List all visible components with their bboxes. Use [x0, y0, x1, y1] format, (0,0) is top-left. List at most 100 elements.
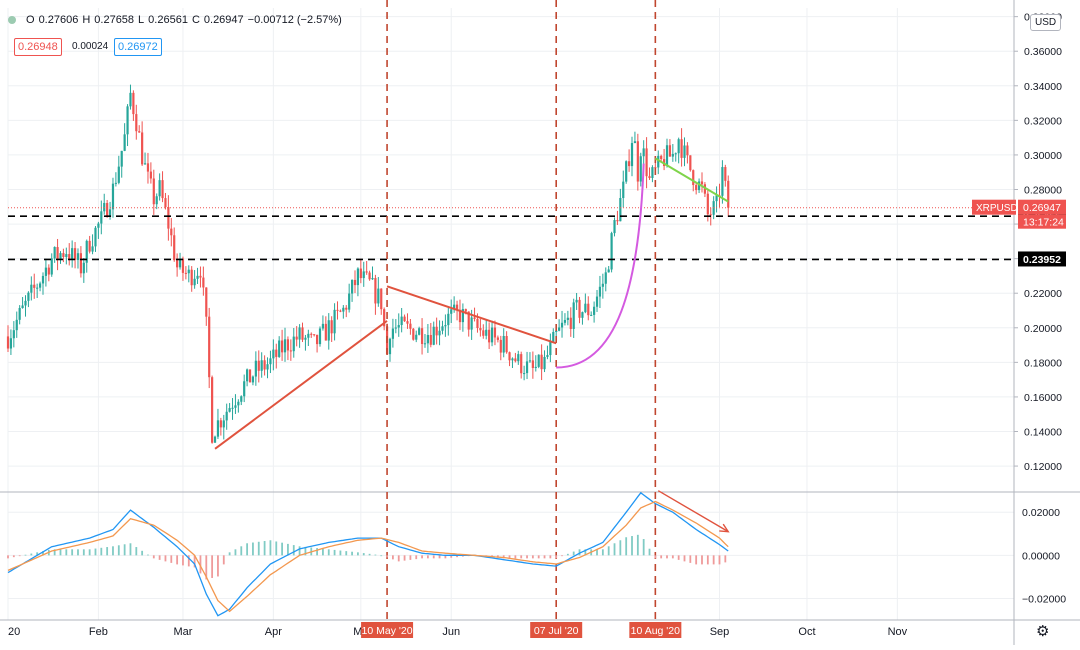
price-tick-label: 0.30000: [1024, 150, 1062, 162]
candle-body: [441, 326, 444, 331]
time-tick-label: 20: [8, 626, 20, 638]
macd-histogram-bar: [129, 543, 132, 556]
candle-body: [280, 340, 284, 353]
macd-histogram-bar: [706, 555, 709, 565]
macd-histogram-bar: [642, 539, 645, 556]
candle-body: [216, 420, 220, 437]
candle-body: [315, 334, 319, 345]
candle-body: [181, 258, 185, 273]
candle-body: [120, 150, 123, 167]
candle-body: [455, 304, 459, 310]
candle-body: [569, 317, 572, 329]
macd-histogram-bar: [531, 555, 534, 559]
macd-histogram-bar: [566, 553, 569, 556]
candle-body: [193, 278, 196, 286]
macd-histogram-bar: [631, 536, 633, 556]
candle-body: [82, 262, 85, 274]
last-price-label: 0.26947: [1023, 202, 1061, 214]
candle-body: [660, 155, 663, 160]
candle-body: [622, 181, 625, 199]
macd-histogram-bar: [88, 549, 91, 556]
candle-body: [243, 381, 246, 397]
macd-histogram-bar: [362, 553, 365, 556]
candle-body: [114, 182, 117, 184]
candle-body: [117, 166, 120, 183]
candle-body: [435, 326, 438, 336]
candle-body: [377, 288, 380, 304]
macd-histogram-bar: [619, 540, 622, 556]
symbol-tag: XRPUSD: [976, 203, 1018, 214]
candle-body: [595, 296, 599, 307]
candle-body: [106, 202, 109, 217]
candle-body: [461, 309, 464, 323]
candle-body: [639, 156, 642, 182]
macd-histogram-bar: [333, 549, 336, 556]
candle-body: [368, 272, 371, 280]
candle-body: [12, 330, 15, 339]
candle-body: [208, 316, 211, 378]
macd-histogram-bar: [654, 555, 657, 559]
candle-body: [668, 145, 672, 157]
divergence-arrow: [657, 490, 729, 533]
candle-body: [304, 337, 307, 340]
bid-price-button[interactable]: 0.26948: [14, 38, 62, 56]
candle-body: [374, 278, 377, 304]
candle-body: [345, 307, 348, 310]
candle-body: [141, 132, 144, 165]
candle-body: [415, 334, 418, 340]
candle-body: [231, 407, 234, 409]
candle-body: [470, 317, 473, 330]
macd-line: [7, 491, 729, 617]
currency-button[interactable]: USD: [1030, 14, 1062, 31]
candle-body: [581, 312, 584, 318]
candle-body: [671, 153, 674, 157]
candle-body: [97, 223, 100, 228]
candle-body: [313, 334, 316, 336]
macd-histogram-bar: [724, 555, 727, 563]
candle-body: [523, 373, 526, 375]
macd-histogram-bar: [263, 541, 266, 556]
candle-body: [173, 235, 176, 261]
macd-histogram-bar: [701, 555, 703, 565]
candle-body: [575, 299, 578, 303]
macd-histogram-bar: [409, 555, 412, 560]
candle-body: [528, 360, 532, 362]
candle-body: [170, 228, 173, 236]
ask-price-button[interactable]: 0.26972: [114, 38, 162, 56]
low-label: L: [138, 14, 145, 26]
macd-histogram-bar: [152, 555, 155, 559]
candle-body: [176, 260, 179, 268]
candle-body: [633, 141, 637, 144]
macd-histogram-bar: [170, 555, 173, 563]
open-label: O: [26, 14, 35, 26]
candle-body: [321, 323, 325, 329]
trendline: [214, 320, 388, 450]
macd-histogram-bar: [164, 555, 167, 562]
macd-histogram-bar: [30, 553, 33, 556]
macd-histogram-bar: [695, 555, 698, 565]
macd-histogram-bar: [339, 550, 342, 556]
event-date-tag: 10 May '20: [362, 625, 413, 637]
candle-body: [158, 180, 161, 197]
price-tick-label: 0.16000: [1024, 392, 1062, 404]
candle-body: [103, 202, 106, 212]
macd-histogram-bar: [82, 549, 85, 556]
candle-body: [394, 327, 397, 329]
candle-body: [520, 354, 523, 374]
candle-body: [511, 358, 514, 361]
candle-body: [700, 181, 704, 185]
candle-body: [152, 178, 155, 205]
candle-body: [47, 267, 50, 275]
candle-body: [126, 106, 129, 135]
gear-icon[interactable]: ⚙: [1036, 623, 1050, 640]
macd-histogram-bar: [689, 555, 692, 563]
macd-histogram-bar: [426, 555, 429, 559]
candle-body: [178, 258, 182, 268]
candle-body: [324, 323, 327, 341]
candle-body: [41, 275, 45, 284]
candle-body: [190, 269, 193, 286]
candle-body: [278, 340, 281, 357]
macd-histogram-bar: [421, 555, 423, 559]
